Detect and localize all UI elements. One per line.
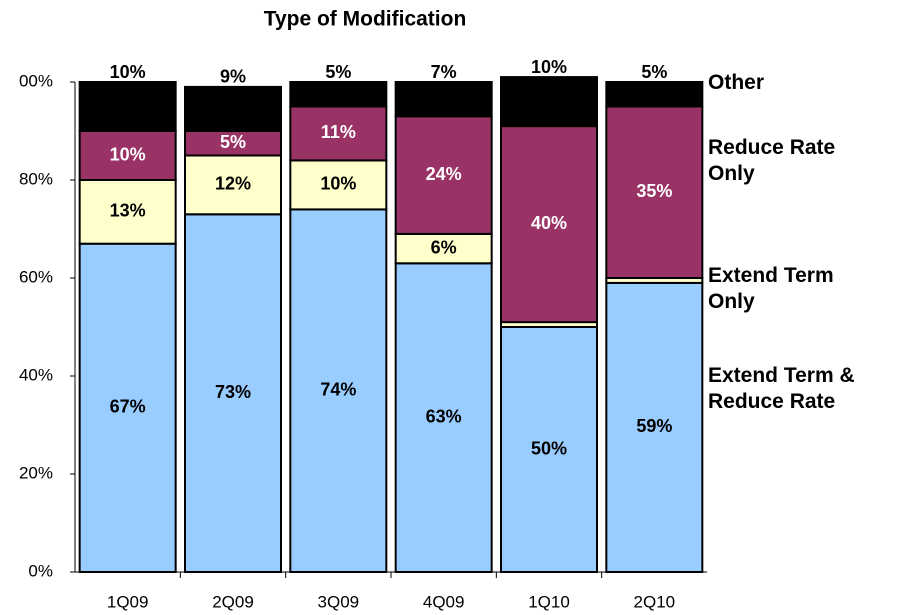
data-label: 5% [641, 62, 667, 82]
data-label: 63% [426, 406, 462, 426]
x-tick-label: 1Q10 [528, 592, 570, 611]
data-label: 6% [431, 237, 457, 257]
data-label: 59% [636, 416, 672, 436]
bar-segment [184, 85, 282, 132]
legend-label: Other [708, 71, 765, 94]
bar-segment [500, 76, 598, 128]
bar-segment [78, 81, 177, 132]
legend-label: Extend Term & Reduce Rate [708, 364, 855, 413]
bar-segment [605, 105, 704, 279]
data-label: 73% [215, 382, 251, 402]
x-tick-label: 1Q09 [107, 592, 149, 611]
x-tick-label: 2Q09 [212, 592, 254, 611]
chart-title: Type of Modification [264, 8, 467, 31]
bar-segment [289, 208, 388, 573]
bar-segment [78, 130, 177, 181]
bar-segment [394, 232, 493, 265]
bar-segment [78, 242, 177, 573]
data-label: 13% [110, 201, 146, 221]
data-label: 67% [110, 397, 146, 417]
bar-segment [394, 262, 493, 573]
data-label: 10% [531, 57, 567, 77]
data-label: 11% [321, 122, 356, 142]
data-label: 74% [320, 379, 356, 399]
y-tick-label: 20% [19, 463, 53, 482]
y-tick-label: 0% [28, 561, 53, 580]
bar-segment [289, 159, 388, 211]
bar-segment [394, 115, 493, 235]
data-label: 10% [110, 144, 146, 164]
y-tick-label: 00% [19, 71, 53, 90]
bar-segment [500, 125, 598, 324]
bar-segment [605, 281, 704, 573]
x-tick-label: 2Q10 [634, 592, 676, 611]
legend-label: Extend Term Only [708, 264, 834, 313]
bar-segment [184, 154, 282, 216]
bar-segment [78, 179, 177, 245]
y-tick-label: 40% [19, 365, 53, 384]
bar-segment [500, 326, 598, 573]
bar-segment [184, 213, 282, 574]
legend-label: Reduce Rate Only [708, 136, 836, 185]
bar-segment [394, 81, 493, 118]
y-tick-label: 80% [19, 169, 53, 188]
bar-segment [289, 81, 388, 108]
data-label: 12% [215, 174, 251, 194]
data-label: 35% [636, 181, 672, 201]
data-label: 5% [325, 62, 351, 82]
data-label: 50% [531, 438, 567, 458]
y-tick-label: 60% [19, 267, 53, 286]
data-label: 5% [220, 132, 246, 152]
data-label: 24% [426, 164, 462, 184]
x-tick-label: 3Q09 [318, 592, 360, 611]
data-label: 9% [220, 67, 246, 87]
data-label: 10% [110, 62, 146, 82]
data-label: 10% [320, 174, 356, 194]
data-label: 7% [431, 62, 457, 82]
bar-segment [605, 81, 704, 108]
data-label: 40% [531, 213, 567, 233]
x-tick-label: 4Q09 [423, 592, 465, 611]
